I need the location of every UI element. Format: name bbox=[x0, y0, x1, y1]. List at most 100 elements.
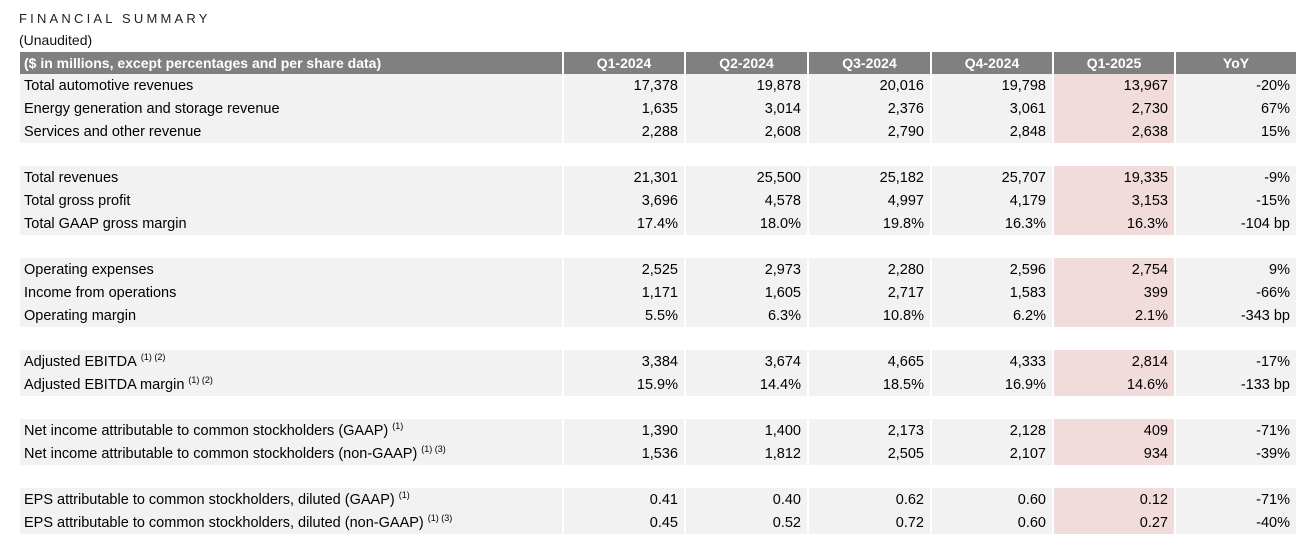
value-cell: 2,128 bbox=[930, 419, 1052, 442]
footnote-reference: (1) (2) bbox=[188, 374, 213, 385]
column-header-q2-2024: Q2-2024 bbox=[684, 52, 807, 74]
row-label: Operating margin bbox=[24, 307, 137, 324]
spacer-cell bbox=[20, 327, 1296, 350]
footnote-reference: (1) (2) bbox=[140, 351, 166, 362]
row-label: Total GAAP gross margin bbox=[24, 215, 187, 232]
row-label-cell: Total GAAP gross margin bbox=[20, 212, 562, 235]
value-cell: 14.4% bbox=[684, 373, 807, 396]
row-label-cell: Services and other revenue bbox=[20, 120, 562, 143]
column-header-q4-2024: Q4-2024 bbox=[930, 52, 1052, 74]
value-cell: 18.0% bbox=[684, 212, 807, 235]
value-cell: 2,717 bbox=[807, 281, 930, 304]
value-cell: -133 bp bbox=[1174, 373, 1296, 396]
table-row: Income from operations 1,171 1,605 2,717 1,5… bbox=[20, 281, 1296, 304]
row-label-cell: EPS attributable to common stockholders,… bbox=[20, 511, 562, 534]
value-cell: 2,173 bbox=[807, 419, 930, 442]
value-cell-highlighted: 934 bbox=[1052, 442, 1174, 465]
table-row: Net income attributable to common stockh… bbox=[20, 419, 1296, 442]
value-cell: 0.45 bbox=[562, 511, 684, 534]
table-row: Net income attributable to common stockh… bbox=[20, 442, 1296, 465]
value-cell-highlighted: 2,814 bbox=[1052, 350, 1174, 373]
row-label: Total automotive revenues bbox=[24, 77, 194, 94]
value-cell: 2,376 bbox=[807, 97, 930, 120]
value-cell: 25,500 bbox=[684, 166, 807, 189]
row-label: EPS attributable to common stockholders,… bbox=[24, 514, 424, 531]
spacer-row bbox=[20, 327, 1296, 350]
value-cell-highlighted: 13,967 bbox=[1052, 74, 1174, 97]
row-label: Energy generation and storage revenue bbox=[24, 100, 280, 117]
row-label: Total revenues bbox=[24, 169, 119, 186]
value-cell: 67% bbox=[1174, 97, 1296, 120]
value-cell: -104 bp bbox=[1174, 212, 1296, 235]
table-row: Energy generation and storage revenue 1,6… bbox=[20, 97, 1296, 120]
spacer-row bbox=[20, 235, 1296, 258]
value-cell-highlighted: 16.3% bbox=[1052, 212, 1174, 235]
financial-summary-table: ($ in millions, except percentages and p… bbox=[20, 52, 1296, 534]
value-cell: 2,608 bbox=[684, 120, 807, 143]
value-cell-highlighted: 0.27 bbox=[1052, 511, 1174, 534]
table-row: Total automotive revenues 17,378 19,878 20,… bbox=[20, 74, 1296, 97]
value-cell: 0.60 bbox=[930, 488, 1052, 511]
value-cell: 2,280 bbox=[807, 258, 930, 281]
value-cell: 3,674 bbox=[684, 350, 807, 373]
value-cell: -39% bbox=[1174, 442, 1296, 465]
row-label: EPS attributable to common stockholders,… bbox=[24, 491, 395, 508]
value-cell: 2,525 bbox=[562, 258, 684, 281]
column-header-q1-2024: Q1-2024 bbox=[562, 52, 684, 74]
value-cell: 25,182 bbox=[807, 166, 930, 189]
table-row: Total gross profit 3,696 4,578 4,997 4,179 3,… bbox=[20, 189, 1296, 212]
value-cell: 3,696 bbox=[562, 189, 684, 212]
value-cell-highlighted: 2,730 bbox=[1052, 97, 1174, 120]
value-cell-highlighted: 19,335 bbox=[1052, 166, 1174, 189]
value-cell: 25,707 bbox=[930, 166, 1052, 189]
value-cell: 10.8% bbox=[807, 304, 930, 327]
value-cell: 9% bbox=[1174, 258, 1296, 281]
value-cell: -40% bbox=[1174, 511, 1296, 534]
value-cell: 5.5% bbox=[562, 304, 684, 327]
value-cell: 0.72 bbox=[807, 511, 930, 534]
row-label-cell: Income from operations bbox=[20, 281, 562, 304]
table-row: EPS attributable to common stockholders,… bbox=[20, 511, 1296, 534]
row-label-cell: Net income attributable to common stockh… bbox=[20, 442, 562, 465]
value-cell: 1,812 bbox=[684, 442, 807, 465]
value-cell-highlighted: 3,153 bbox=[1052, 189, 1174, 212]
value-cell: 19.8% bbox=[807, 212, 930, 235]
row-label: Operating expenses bbox=[24, 261, 154, 278]
row-label-cell: Energy generation and storage revenue bbox=[20, 97, 562, 120]
footnote-reference: (1) (3) bbox=[427, 512, 453, 523]
value-cell: 0.60 bbox=[930, 511, 1052, 534]
value-cell: 2,107 bbox=[930, 442, 1052, 465]
table-row: Total revenues 21,301 25,500 25,182 25,707 19… bbox=[20, 166, 1296, 189]
spacer-cell bbox=[20, 396, 1296, 419]
column-header-q3-2024: Q3-2024 bbox=[807, 52, 930, 74]
row-label: Income from operations bbox=[24, 284, 177, 301]
value-cell: 16.9% bbox=[930, 373, 1052, 396]
table-row: Adjusted EBITDA (1) (2) 3,384 3,674 4,665 4,3… bbox=[20, 350, 1296, 373]
value-cell: 20,016 bbox=[807, 74, 930, 97]
value-cell: 1,635 bbox=[562, 97, 684, 120]
value-cell: 19,798 bbox=[930, 74, 1052, 97]
value-cell: 17.4% bbox=[562, 212, 684, 235]
row-label: Adjusted EBITDA bbox=[24, 353, 137, 370]
value-cell-highlighted: 2,754 bbox=[1052, 258, 1174, 281]
value-cell: 16.3% bbox=[930, 212, 1052, 235]
table-row: Total GAAP gross margin 17.4% 18.0% 19.8% 16… bbox=[20, 212, 1296, 235]
spacer-cell bbox=[20, 143, 1296, 166]
table-row: EPS attributable to common stockholders,… bbox=[20, 488, 1296, 511]
page-title: FINANCIAL SUMMARY bbox=[19, 11, 211, 26]
spacer-row bbox=[20, 465, 1296, 488]
row-label: Total gross profit bbox=[24, 192, 131, 209]
value-cell: 4,997 bbox=[807, 189, 930, 212]
value-cell: 1,171 bbox=[562, 281, 684, 304]
value-cell: -66% bbox=[1174, 281, 1296, 304]
value-cell: 0.62 bbox=[807, 488, 930, 511]
value-cell: 3,061 bbox=[930, 97, 1052, 120]
value-cell-highlighted: 2.1% bbox=[1052, 304, 1174, 327]
value-cell: 2,790 bbox=[807, 120, 930, 143]
row-label-cell: Adjusted EBITDA (1) (2) bbox=[20, 350, 562, 373]
value-cell: 15% bbox=[1174, 120, 1296, 143]
column-header-q1-2025: Q1-2025 bbox=[1052, 52, 1174, 74]
footnote-reference: (1) bbox=[398, 489, 410, 500]
value-cell: 2,848 bbox=[930, 120, 1052, 143]
value-cell: 1,583 bbox=[930, 281, 1052, 304]
